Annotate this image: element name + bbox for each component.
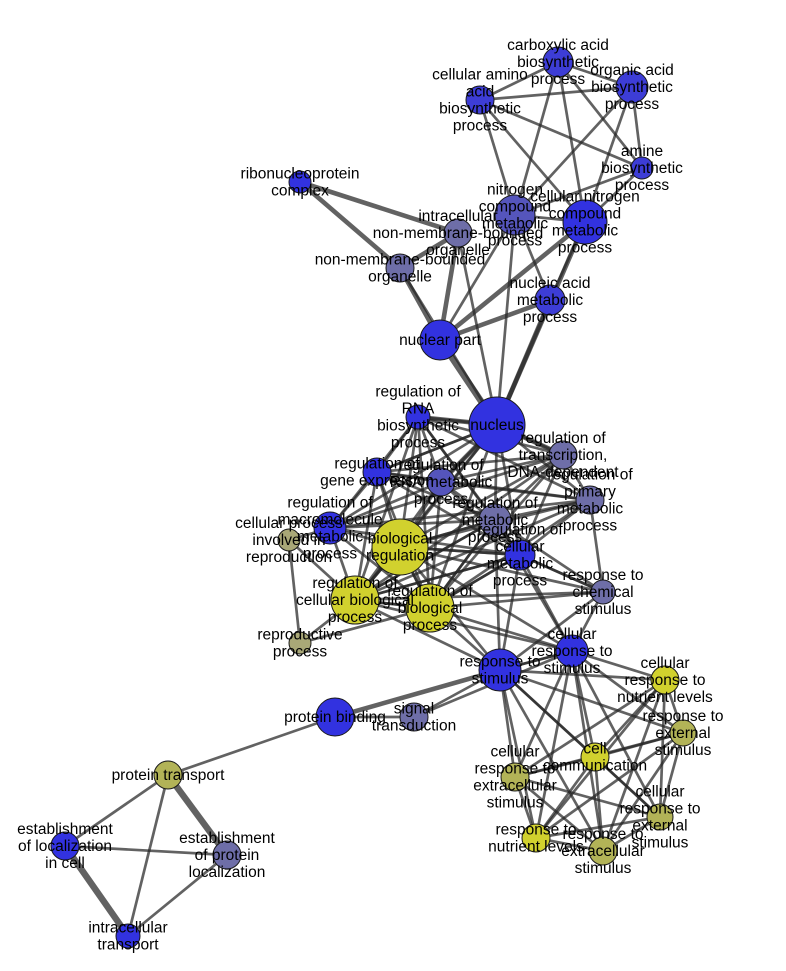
svg-text:establishment: establishment: [179, 830, 275, 847]
svg-text:biological: biological: [368, 531, 433, 548]
svg-text:biosynthetic: biosynthetic: [439, 101, 521, 118]
svg-text:reproductive: reproductive: [257, 627, 342, 644]
svg-text:transduction: transduction: [372, 718, 456, 735]
svg-text:metabolic: metabolic: [557, 501, 624, 518]
svg-text:complex: complex: [271, 183, 329, 200]
svg-text:regulation of: regulation of: [520, 430, 606, 447]
svg-text:biosynthetic: biosynthetic: [377, 418, 459, 435]
svg-text:reproduction: reproduction: [246, 549, 332, 566]
svg-text:process: process: [558, 240, 613, 257]
svg-text:signal: signal: [394, 701, 435, 718]
svg-text:response to: response to: [625, 672, 706, 689]
svg-text:nuclear part: nuclear part: [399, 332, 482, 349]
svg-text:biosynthetic: biosynthetic: [517, 54, 599, 71]
svg-text:stimulus: stimulus: [544, 660, 601, 677]
svg-text:external: external: [655, 725, 710, 742]
svg-text:RNA metabolic: RNA metabolic: [390, 474, 493, 491]
svg-text:ribonucleoprotein: ribonucleoprotein: [241, 166, 360, 183]
svg-text:metabolic: metabolic: [517, 292, 584, 309]
svg-text:cellular: cellular: [547, 626, 596, 643]
svg-text:extracellular: extracellular: [473, 778, 557, 795]
svg-text:primary: primary: [564, 484, 616, 501]
svg-text:cellular: cellular: [635, 784, 684, 801]
svg-text:extracellular: extracellular: [561, 843, 645, 860]
svg-text:regulation: regulation: [366, 548, 434, 565]
svg-text:process: process: [493, 573, 548, 590]
svg-text:response to: response to: [563, 826, 644, 843]
svg-text:stimulus: stimulus: [655, 742, 712, 759]
svg-text:process: process: [453, 118, 508, 135]
svg-text:regulation of: regulation of: [547, 467, 633, 484]
svg-text:in cell: in cell: [45, 855, 85, 872]
svg-text:nucleic acid: nucleic acid: [510, 275, 591, 292]
svg-text:of localization: of localization: [18, 838, 112, 855]
svg-text:regulation of: regulation of: [452, 495, 538, 512]
svg-text:process: process: [531, 71, 586, 88]
svg-text:process: process: [403, 617, 458, 634]
svg-text:response to: response to: [563, 567, 644, 584]
svg-text:cellular: cellular: [495, 539, 544, 556]
svg-text:cellular amino: cellular amino: [432, 67, 528, 84]
svg-text:establishment: establishment: [17, 821, 113, 838]
svg-text:nucleus: nucleus: [470, 417, 524, 434]
svg-text:intracellular: intracellular: [418, 208, 497, 225]
svg-text:biosynthetic: biosynthetic: [601, 160, 683, 177]
svg-text:acid: acid: [466, 84, 494, 101]
svg-text:process: process: [391, 435, 446, 452]
svg-text:amine: amine: [621, 143, 663, 160]
svg-text:regulation of: regulation of: [287, 495, 373, 512]
svg-text:protein binding: protein binding: [284, 709, 386, 726]
svg-text:intracellular: intracellular: [88, 920, 167, 937]
svg-text:stimulus: stimulus: [472, 671, 529, 688]
svg-text:process: process: [523, 309, 578, 326]
svg-text:biosynthetic: biosynthetic: [591, 79, 673, 96]
svg-text:organelle: organelle: [368, 269, 432, 286]
svg-text:response to: response to: [620, 801, 701, 818]
svg-text:stimulus: stimulus: [575, 601, 632, 618]
svg-text:transport: transport: [97, 937, 159, 954]
svg-text:transcription,: transcription,: [519, 447, 608, 464]
svg-text:chemical: chemical: [572, 584, 633, 601]
svg-text:metabolic: metabolic: [552, 223, 619, 240]
svg-text:cellular nitrogen: cellular nitrogen: [530, 189, 639, 206]
svg-text:RNA: RNA: [402, 401, 435, 418]
svg-text:stimulus: stimulus: [575, 860, 632, 877]
svg-text:cellular: cellular: [640, 655, 689, 672]
svg-text:involved in: involved in: [252, 532, 325, 549]
svg-text:communication: communication: [543, 758, 647, 775]
svg-text:non-membrane-bounded: non-membrane-bounded: [373, 225, 544, 242]
svg-text:cell: cell: [583, 741, 606, 758]
svg-text:process: process: [273, 644, 328, 661]
svg-text:nutrient levels: nutrient levels: [617, 689, 713, 706]
svg-text:regulation of: regulation of: [375, 384, 461, 401]
svg-text:cellular biological: cellular biological: [296, 592, 414, 609]
svg-text:response to: response to: [532, 643, 613, 660]
svg-text:protein transport: protein transport: [112, 767, 226, 784]
svg-text:regulation of: regulation of: [477, 522, 563, 539]
svg-text:response to: response to: [475, 761, 556, 778]
svg-text:regulation of: regulation of: [398, 457, 484, 474]
svg-text:process: process: [605, 96, 660, 113]
svg-text:compound: compound: [549, 206, 621, 223]
svg-text:cellular process: cellular process: [235, 515, 343, 532]
svg-text:non-membrane-bounded: non-membrane-bounded: [315, 252, 486, 269]
svg-text:process: process: [563, 518, 618, 535]
svg-text:response to: response to: [643, 708, 724, 725]
svg-text:localization: localization: [189, 864, 266, 881]
svg-text:cellular: cellular: [490, 744, 539, 761]
svg-text:regulation of: regulation of: [312, 575, 398, 592]
svg-text:process: process: [328, 609, 383, 626]
svg-text:metabolic: metabolic: [487, 556, 554, 573]
svg-text:organic acid: organic acid: [590, 62, 674, 79]
svg-text:response to: response to: [460, 654, 541, 671]
svg-text:carboxylic acid: carboxylic acid: [507, 37, 609, 54]
svg-text:of protein: of protein: [195, 847, 260, 864]
svg-text:stimulus: stimulus: [487, 795, 544, 812]
